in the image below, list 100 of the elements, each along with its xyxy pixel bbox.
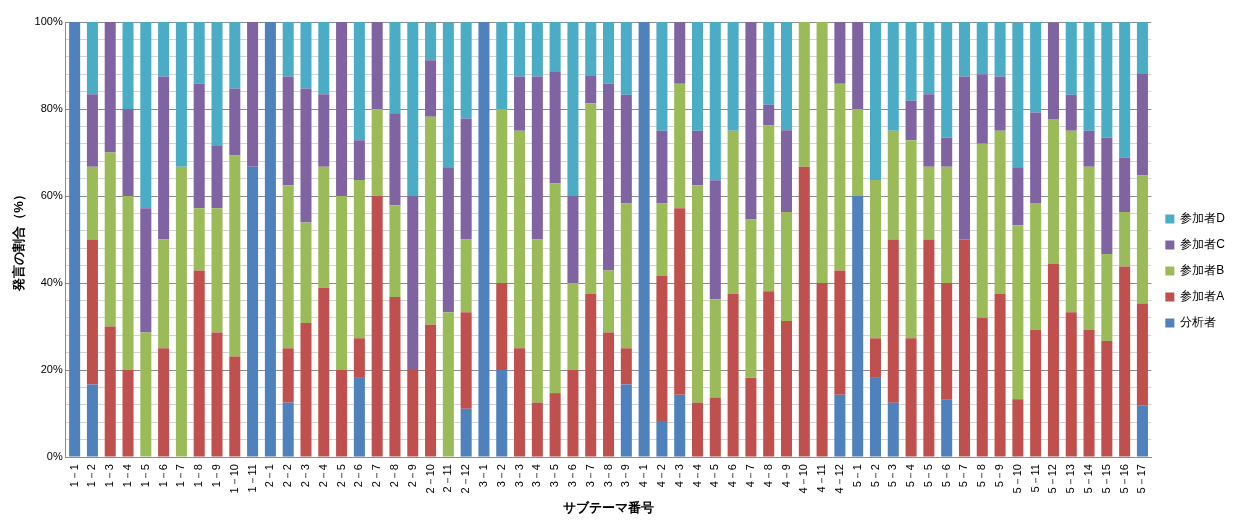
bar <box>389 22 401 114</box>
bar <box>1136 175 1148 304</box>
bar <box>923 166 935 240</box>
bar <box>353 179 365 339</box>
bar <box>585 103 597 294</box>
bar <box>247 22 259 167</box>
bar <box>585 293 597 457</box>
bar <box>1136 303 1148 406</box>
bar <box>318 166 330 288</box>
bar <box>1065 130 1077 313</box>
bar <box>1065 94 1077 131</box>
bar <box>282 185 294 349</box>
x-tick-label: 2－12 <box>459 464 472 494</box>
bar <box>122 196 134 371</box>
x-tick-label: 5－4 <box>904 464 917 488</box>
bar <box>86 239 98 385</box>
x-tick-label: 1－7 <box>174 464 187 488</box>
bar <box>603 270 615 333</box>
bar <box>869 22 881 180</box>
bar <box>816 22 828 284</box>
x-tick-label: 5－16 <box>1117 464 1130 494</box>
bar <box>175 22 187 167</box>
bar <box>1012 22 1024 168</box>
bar <box>656 203 668 277</box>
bar <box>1083 22 1095 131</box>
bar <box>86 94 98 167</box>
bar <box>549 183 561 394</box>
x-tick-label: 2－6 <box>352 464 365 488</box>
bar <box>300 323 312 457</box>
bar <box>692 402 704 457</box>
x-tick-label: 2－10 <box>423 464 436 494</box>
bar <box>336 22 348 197</box>
y-tick-label: 0% <box>46 450 63 463</box>
bar <box>193 208 205 271</box>
bar <box>247 166 259 457</box>
x-tick-label: 5－17 <box>1135 464 1148 494</box>
bar <box>549 22 561 72</box>
bar <box>1065 22 1077 95</box>
x-tick-label: 1－11 <box>245 464 258 493</box>
x-tick-label: 3－6 <box>565 464 578 488</box>
bar <box>1030 22 1042 113</box>
bar <box>1030 202 1042 331</box>
bar <box>300 88 312 223</box>
bar <box>140 22 152 209</box>
bar <box>425 116 437 325</box>
bar <box>887 130 899 240</box>
bar <box>158 22 170 77</box>
bar <box>620 94 632 204</box>
bar <box>353 140 365 180</box>
bar <box>86 166 98 240</box>
bar <box>1083 166 1095 331</box>
x-tick-label: 1－6 <box>156 464 169 488</box>
x-tick-label: 5－12 <box>1046 464 1059 494</box>
bar <box>193 270 205 457</box>
x-tick-label: 1－9 <box>210 464 223 488</box>
x-tick-label: 5－5 <box>921 464 934 488</box>
x-tick-label: 5－11 <box>1028 464 1041 493</box>
bar <box>229 22 241 89</box>
bar <box>869 338 881 378</box>
bar <box>389 205 401 297</box>
bar <box>425 22 437 61</box>
x-tick-label: 1－10 <box>227 464 240 494</box>
x-tick-label: 5－14 <box>1082 464 1095 494</box>
bar <box>976 74 988 144</box>
x-tick-label: 4－5 <box>708 464 721 488</box>
bar <box>727 293 739 457</box>
bar <box>941 137 953 167</box>
bar <box>104 152 116 327</box>
x-tick-label: 3－3 <box>512 464 525 488</box>
bar <box>514 348 526 457</box>
x-tick-label: 1－4 <box>121 464 134 488</box>
bar <box>834 270 846 395</box>
bar <box>869 377 881 457</box>
bar <box>460 312 472 409</box>
bar <box>727 22 739 131</box>
bar <box>620 348 632 385</box>
bar <box>656 276 668 421</box>
x-tick-label: 4－1 <box>637 464 650 488</box>
x-tick-label: 4－11 <box>815 464 828 493</box>
bar <box>496 283 508 371</box>
bar <box>727 130 739 294</box>
bar <box>193 22 205 84</box>
bar <box>923 94 935 167</box>
x-tick-label: 4－9 <box>779 464 792 488</box>
bar <box>175 166 187 457</box>
bar <box>994 76 1006 131</box>
bar <box>994 22 1006 77</box>
bar <box>514 76 526 131</box>
bar <box>282 348 294 403</box>
bar <box>763 125 775 292</box>
bar <box>638 22 650 457</box>
bar <box>496 370 508 457</box>
bar <box>745 22 757 220</box>
bar <box>122 109 134 197</box>
legend-label: 参加者A <box>1180 289 1225 304</box>
bar <box>585 22 597 76</box>
bar <box>567 196 579 284</box>
bar <box>229 155 241 357</box>
bar <box>496 109 508 284</box>
bar <box>763 291 775 457</box>
